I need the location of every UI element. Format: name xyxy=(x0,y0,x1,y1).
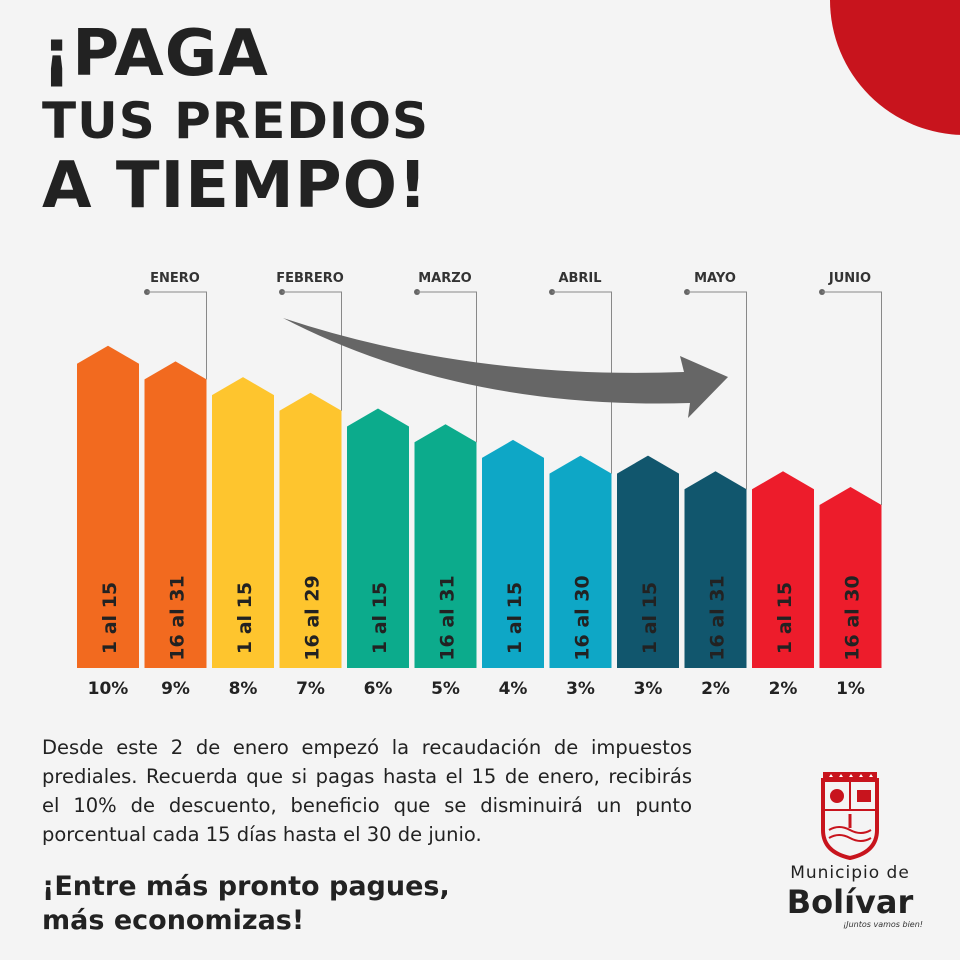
bar-value-label: 9% xyxy=(161,679,190,699)
bar xyxy=(77,345,139,668)
bar-range-label: 16 al 29 xyxy=(302,575,324,660)
bar xyxy=(684,471,747,668)
description-text: Desde este 2 de enero empezó la recaudac… xyxy=(42,736,692,846)
discount-chart: ENERO FEBRERO MARZO ABRIL MAYO JUNIO 1 al 15 10… xyxy=(77,271,882,699)
month-label: JUNIO xyxy=(828,271,871,286)
bar-value-label: 7% xyxy=(296,679,325,699)
headline-line-3: A TIEMPO! xyxy=(42,149,429,223)
month-connector xyxy=(552,291,612,474)
bar xyxy=(752,471,814,668)
bar-range-label: 16 al 31 xyxy=(707,575,729,660)
bar xyxy=(212,377,274,668)
slogan-line-1: ¡Entre más pronto pagues, xyxy=(42,871,450,902)
bar-range-label: 1 al 15 xyxy=(99,582,121,654)
month-label: MAYO xyxy=(694,271,736,286)
bar-value-label: 5% xyxy=(431,679,460,699)
headline-line-2: TUS PREDIOS xyxy=(42,92,430,150)
bar-range-label: 1 al 15 xyxy=(234,582,256,654)
month-connector xyxy=(822,291,882,505)
month-connector xyxy=(687,291,747,490)
bar-value-label: 10% xyxy=(88,679,129,699)
bar-range-label: 1 al 15 xyxy=(504,582,526,654)
month-label: MARZO xyxy=(418,271,472,286)
bar-value-label: 4% xyxy=(499,679,528,699)
month-connector xyxy=(147,291,207,380)
bar-range-label: 16 al 30 xyxy=(572,575,594,660)
month-label: FEBRERO xyxy=(276,271,344,286)
bar-range-label: 16 al 31 xyxy=(167,575,189,660)
bar xyxy=(144,361,207,668)
bar-range-label: 1 al 15 xyxy=(369,582,391,654)
month-connector xyxy=(282,291,342,411)
trend-arrow xyxy=(283,318,728,418)
slogan: ¡Entre más pronto pagues, más economizas… xyxy=(42,870,450,938)
bar xyxy=(279,392,342,668)
month-connector xyxy=(417,291,477,443)
corner-decoration xyxy=(830,0,960,135)
headline-line-1: ¡PAGA xyxy=(42,17,269,91)
bar-value-label: 2% xyxy=(701,679,730,699)
bar-range-label: 1 al 15 xyxy=(774,582,796,654)
headline: ¡PAGA TUS PREDIOS A TIEMPO! xyxy=(42,22,429,218)
bar xyxy=(414,424,477,668)
bar-value-label: 6% xyxy=(364,679,393,699)
bar xyxy=(482,439,544,668)
bar xyxy=(549,455,612,668)
bar-range-label: 1 al 15 xyxy=(639,582,661,654)
bar-value-label: 2% xyxy=(769,679,798,699)
coat-of-arms-icon xyxy=(821,772,879,860)
logo-tagline: ¡Juntos vamos bien! xyxy=(843,920,923,929)
bar-value-label: 1% xyxy=(836,679,865,699)
slogan-line-2: más economizas! xyxy=(42,905,305,936)
logo-line-1: Municipio de xyxy=(790,863,910,883)
municipality-logo: Municipio de Bolívar ¡Juntos vamos bien! xyxy=(775,770,925,930)
bar-value-label: 3% xyxy=(634,679,663,699)
logo-line-2: Bolívar xyxy=(786,883,914,921)
bar xyxy=(347,408,409,668)
month-label: ENERO xyxy=(150,271,200,286)
bar-range-label: 16 al 31 xyxy=(437,575,459,660)
bar xyxy=(819,487,882,668)
bar-range-label: 16 al 30 xyxy=(842,575,864,660)
bar-value-label: 3% xyxy=(566,679,595,699)
bar xyxy=(617,455,679,668)
month-label: ABRIL xyxy=(558,271,601,286)
bar-value-label: 8% xyxy=(229,679,258,699)
